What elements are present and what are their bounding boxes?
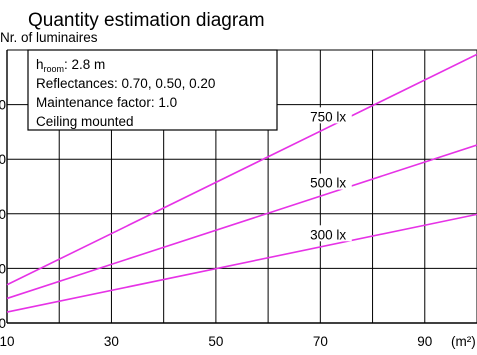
y-tick-label: 0 <box>0 152 6 167</box>
series-label-background <box>304 107 352 124</box>
chart-title: Quantity estimation diagram <box>28 10 265 31</box>
y-tick-label: 0 <box>0 261 6 276</box>
x-tick-label: 70 <box>313 334 328 349</box>
x-tick-label: 90 <box>417 334 432 349</box>
info-maintenance-factor: Maintenance factor: 1.0 <box>36 95 177 110</box>
series-line <box>6 213 477 313</box>
series-line <box>6 144 477 300</box>
axis-ticks: 10 30 50 70 90 0 0 0 0 0 <box>0 98 432 349</box>
series-label: 750 lx <box>310 109 346 124</box>
series-line <box>6 53 477 286</box>
y-tick-label: 0 <box>0 316 6 331</box>
series-lines <box>6 53 477 313</box>
y-tick-label: 0 <box>0 207 6 222</box>
y-axis-label: Nr. of luminaires <box>0 30 98 45</box>
info-mounting: Ceiling mounted <box>36 114 134 129</box>
series-label: 500 lx <box>310 176 346 191</box>
x-tick-label: 30 <box>104 334 119 349</box>
info-reflectances: Reflectances: 0.70, 0.50, 0.20 <box>36 76 215 91</box>
info-box-frame <box>27 49 278 131</box>
series-label: 300 lx <box>310 227 346 242</box>
info-room-height-sub: room <box>44 64 65 74</box>
x-tick-label: 10 <box>0 334 15 349</box>
info-room-height: hroom: 2.8 m <box>36 57 105 74</box>
series-label-background <box>304 173 352 190</box>
y-tick-label: 0 <box>0 98 6 113</box>
x-tick-label: 50 <box>208 334 223 349</box>
info-room-height-value: : 2.8 m <box>64 57 105 72</box>
series-labels: 750 lx 500 lx 300 lx <box>304 107 352 242</box>
x-axis-unit: (m²) <box>451 334 476 349</box>
series-label-background <box>304 225 352 242</box>
info-box: hroom: 2.8 m Reflectances: 0.70, 0.50, 0… <box>27 49 278 131</box>
info-room-height-h: h <box>36 57 44 72</box>
